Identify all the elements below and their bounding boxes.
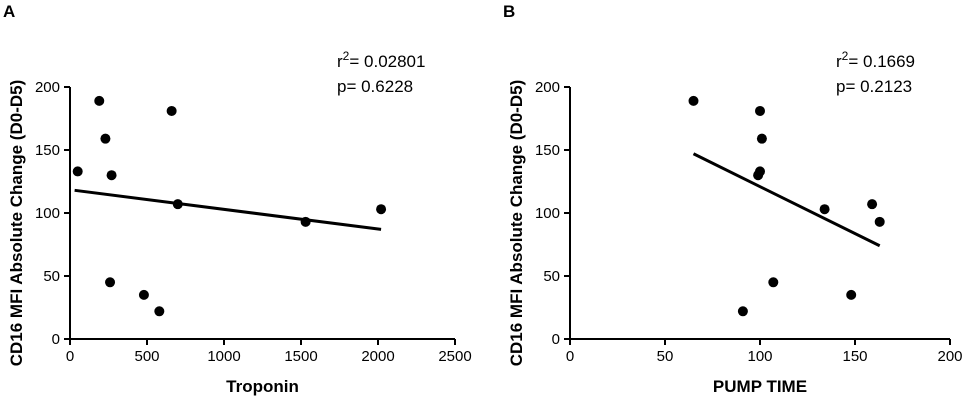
panel-a-x-tick-label: 1500 bbox=[284, 348, 317, 365]
panel-b-data-point bbox=[756, 133, 767, 144]
panel-a-x-tick-label: 0 bbox=[66, 348, 74, 365]
panel-a-y-tick-label: 50 bbox=[43, 268, 60, 285]
panel-a-y-tick-label: 150 bbox=[35, 142, 60, 159]
panel-b-x-axis-title: PUMP TIME bbox=[713, 377, 807, 396]
panel-b-data-point bbox=[874, 216, 885, 227]
panel-a-letter: A bbox=[3, 2, 15, 21]
panel-b-data-point bbox=[755, 105, 765, 116]
panel-b-y-tick-label: 0 bbox=[552, 331, 560, 348]
panel-a-y-tick-label: 100 bbox=[35, 205, 60, 222]
panel-b-x-tick-label: 100 bbox=[747, 348, 772, 365]
panel-a-data-point bbox=[166, 105, 177, 116]
panel-a-regression-line bbox=[74, 188, 382, 231]
panel-a-p-value: p= 0.6228 bbox=[337, 77, 413, 96]
panel-a-x-tick-label: 500 bbox=[134, 348, 159, 365]
panel-b-y-tick-label: 50 bbox=[543, 268, 560, 285]
panel-a-x-tick-label: 1000 bbox=[207, 348, 240, 365]
panel-b-data-point bbox=[755, 166, 765, 177]
panel-b-data-point bbox=[867, 199, 878, 210]
panel-a-data-point bbox=[72, 166, 83, 177]
panel-a-x-tick-label: 2500 bbox=[438, 348, 471, 365]
panel-b-x-tick-label: 200 bbox=[937, 348, 962, 365]
panel-b-regression-line bbox=[692, 152, 881, 248]
panel-a-data-point bbox=[100, 133, 111, 144]
panel-b-x-tick-label: 0 bbox=[566, 348, 574, 365]
panel-a-r-squared: r2= 0.02801 bbox=[337, 49, 425, 71]
panel-b-letter: B bbox=[503, 2, 515, 21]
panel-b-x-tick-label: 50 bbox=[657, 348, 674, 365]
panel-a-data-point bbox=[106, 170, 117, 181]
panel-a-y-tick-label: 0 bbox=[52, 331, 60, 348]
panel-b-data-point bbox=[819, 204, 830, 215]
panel-b-y-axis-title: CD16 MFI Absolute Change (D0-D5) bbox=[507, 80, 526, 367]
panel-a-y-tick-label: 200 bbox=[35, 79, 60, 96]
panel-b-data-point bbox=[768, 277, 779, 288]
panel-a-x-tick-label: 2000 bbox=[361, 348, 394, 365]
panel-a-data-point bbox=[94, 95, 105, 106]
panel-b-y-tick-label: 100 bbox=[535, 205, 560, 222]
panel-b-data-point bbox=[737, 306, 748, 317]
panel-a-data-point bbox=[154, 306, 165, 317]
panel-a-data-point bbox=[376, 204, 387, 215]
panel-b-y-tick-label: 200 bbox=[535, 79, 560, 96]
panel-b-data-point bbox=[688, 95, 699, 106]
panel-a-x-axis-title: Troponin bbox=[226, 377, 299, 396]
panel-b-p-value: p= 0.2123 bbox=[836, 77, 912, 96]
panel-b-x-tick-label: 150 bbox=[842, 348, 867, 365]
panel-a-data-point bbox=[138, 289, 149, 300]
panel-a-data-point bbox=[172, 199, 183, 210]
panel-b-y-tick-label: 150 bbox=[535, 142, 560, 159]
panel-a-y-axis-title: CD16 MFI Absolute Change (D0-D5) bbox=[7, 80, 26, 367]
panel-b-data-point bbox=[846, 289, 857, 300]
panel-a-data-point bbox=[105, 277, 116, 288]
panel-b-r-squared: r2= 0.1669 bbox=[836, 49, 915, 71]
panel-a-data-point bbox=[300, 216, 311, 227]
